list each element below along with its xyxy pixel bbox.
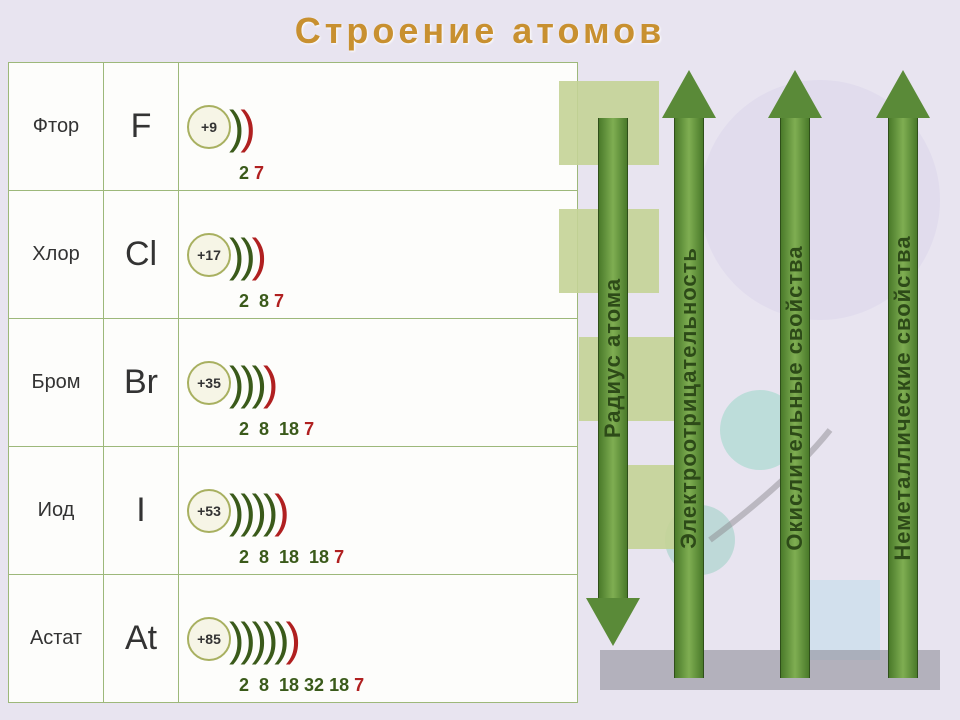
element-symbol: Br bbox=[104, 319, 179, 447]
electron-shells: ))))) bbox=[229, 484, 286, 538]
arrow-label: Неметаллические свойства bbox=[890, 235, 916, 560]
atom-diagram: +9)) 2 7 bbox=[179, 63, 578, 191]
arrow-head-up-icon bbox=[876, 70, 930, 118]
element-row: ХлорCl+17))) 2 8 7 bbox=[9, 191, 578, 319]
elements-table: ФторF+9)) 2 7 ХлорCl+17))) 2 8 7 БромBr+35))… bbox=[8, 62, 578, 703]
electron-counts: 2 8 7 bbox=[239, 291, 284, 312]
atom-diagram: +35)))) 2 8 18 7 bbox=[179, 319, 578, 447]
element-row: БромBr+35)))) 2 8 18 7 bbox=[9, 319, 578, 447]
nucleus: +17 bbox=[187, 233, 231, 277]
element-name: Бром bbox=[9, 319, 104, 447]
trend-arrow: Неметаллические свойства bbox=[876, 70, 930, 678]
electron-counts: 2 8 18 32 18 7 bbox=[239, 675, 364, 696]
element-symbol: Cl bbox=[104, 191, 179, 319]
element-row: ИодI+53))))) 2 8 18 18 7 bbox=[9, 447, 578, 575]
atom-diagram: +85)))))) 2 8 18 32 18 7 bbox=[179, 575, 578, 703]
nucleus: +35 bbox=[187, 361, 231, 405]
nucleus: +9 bbox=[187, 105, 231, 149]
electron-counts: 2 7 bbox=[239, 163, 264, 184]
element-name: Фтор bbox=[9, 63, 104, 191]
element-name: Хлор bbox=[9, 191, 104, 319]
electron-counts: 2 8 18 7 bbox=[239, 419, 314, 440]
element-symbol: F bbox=[104, 63, 179, 191]
arrow-label: Электроотрицательность bbox=[676, 247, 702, 549]
atom-diagram: +53))))) 2 8 18 18 7 bbox=[179, 447, 578, 575]
nucleus: +85 bbox=[187, 617, 231, 661]
arrow-head-down-icon bbox=[586, 598, 640, 646]
element-symbol: I bbox=[104, 447, 179, 575]
arrows-panel: Радиус атома Электроотрицательность Окисли… bbox=[570, 70, 950, 710]
page-title: Строение атомов bbox=[0, 0, 960, 62]
electron-counts: 2 8 18 18 7 bbox=[239, 547, 344, 568]
atom-diagram: +17))) 2 8 7 bbox=[179, 191, 578, 319]
element-symbol: At bbox=[104, 575, 179, 703]
trend-arrow: Электроотрицательность bbox=[662, 70, 716, 678]
arrow-head-up-icon bbox=[662, 70, 716, 118]
arrow-label: Окислительные свойства bbox=[782, 245, 808, 550]
arrow-head-up-icon bbox=[768, 70, 822, 118]
nucleus: +53 bbox=[187, 489, 231, 533]
element-name: Астат bbox=[9, 575, 104, 703]
electron-shells: )))))) bbox=[229, 612, 297, 666]
trend-arrow: Радиус атома bbox=[586, 118, 640, 646]
element-name: Иод bbox=[9, 447, 104, 575]
element-row: ФторF+9)) 2 7 bbox=[9, 63, 578, 191]
arrow-label: Радиус атома bbox=[600, 278, 626, 438]
element-row: АстатAt+85)))))) 2 8 18 32 18 7 bbox=[9, 575, 578, 703]
electron-shells: )))) bbox=[229, 356, 274, 410]
trend-arrow: Окислительные свойства bbox=[768, 70, 822, 678]
electron-shells: )) bbox=[229, 100, 252, 154]
electron-shells: ))) bbox=[229, 228, 263, 282]
